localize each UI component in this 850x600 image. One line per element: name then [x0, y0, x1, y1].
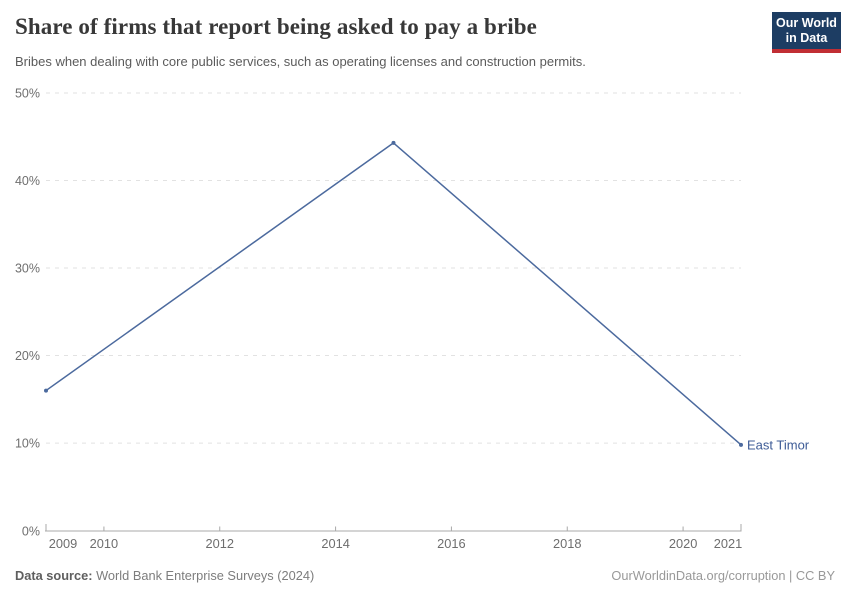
x-axis-tick-label: 2021: [714, 536, 742, 551]
y-axis-tick-label: 30%: [15, 262, 40, 276]
y-axis-tick-label: 0%: [22, 525, 40, 539]
data-point[interactable]: [391, 140, 396, 145]
data-line[interactable]: [45, 142, 742, 446]
page-title: Share of firms that report being asked t…: [15, 14, 537, 39]
x-axis-tick-label: 2020: [669, 536, 697, 551]
data-source-label: Data source:: [15, 568, 93, 583]
data-point[interactable]: [44, 388, 48, 393]
logo-line1: Our World: [776, 16, 837, 30]
x-axis-tick-label: 2016: [437, 536, 465, 551]
chart-footer: Data source: World Bank Enterprise Surve…: [15, 568, 835, 583]
license-text: OurWorldinData.org/corruption | CC BY: [611, 568, 835, 583]
data-source-text: World Bank Enterprise Surveys (2024): [92, 568, 315, 583]
y-axis-tick-label: 40%: [15, 174, 40, 188]
x-axis-tick-label: 2009: [49, 536, 77, 551]
y-axis-tick-label: 10%: [15, 437, 40, 451]
data-point[interactable]: [739, 442, 743, 447]
y-axis-tick-label: 50%: [15, 87, 40, 101]
chart-subtitle: Bribes when dealing with core public ser…: [15, 54, 586, 69]
y-axis-tick-label: 20%: [15, 349, 40, 363]
series-entity-label[interactable]: East Timor: [747, 437, 810, 452]
x-axis-tick-label: 2012: [206, 536, 234, 551]
owid-logo: Our World in Data: [772, 12, 841, 53]
x-axis-tick-label: 2014: [321, 536, 349, 551]
data-source: Data source: World Bank Enterprise Surve…: [15, 568, 314, 583]
x-axis-tick-label: 2010: [90, 536, 118, 551]
logo-line2: in Data: [785, 31, 828, 45]
x-axis-tick-label: 2018: [553, 536, 581, 551]
